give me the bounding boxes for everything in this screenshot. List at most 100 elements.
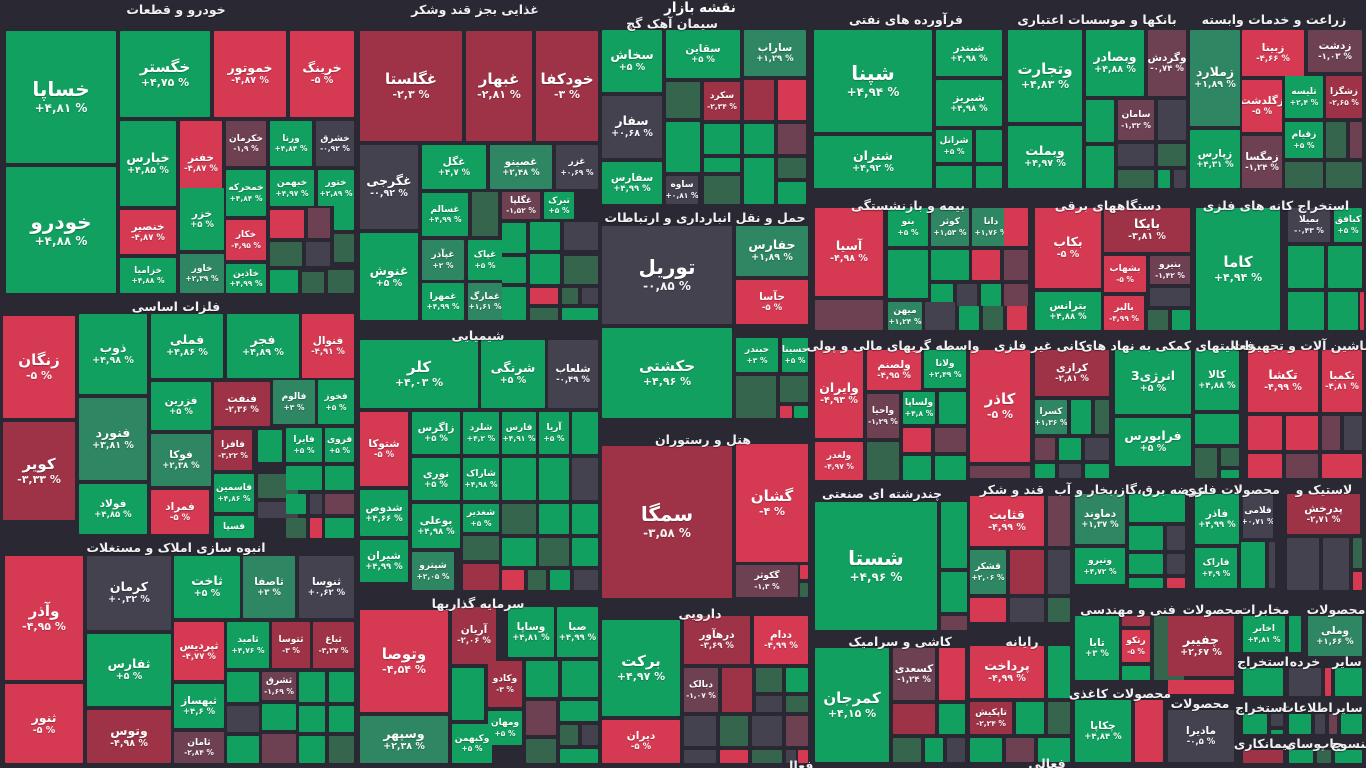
stock-tile[interactable]: حکشتی +۴,۹۶ % bbox=[602, 328, 732, 418]
stock-tile-small[interactable] bbox=[720, 750, 748, 763]
stock-tile[interactable]: غمارگ +۱,۶۱ % bbox=[468, 283, 502, 320]
stock-tile[interactable]: میهن +۱,۲۴ % bbox=[888, 302, 922, 330]
stock-tile-small[interactable] bbox=[1167, 554, 1185, 574]
stock-tile[interactable]: وکادو -۳ % bbox=[488, 661, 522, 707]
stock-tile-small[interactable] bbox=[1322, 416, 1340, 450]
stock-tile-small[interactable] bbox=[704, 124, 740, 154]
stock-tile-small[interactable] bbox=[1085, 438, 1109, 460]
stock-tile-small[interactable] bbox=[334, 234, 354, 262]
stock-tile-small[interactable] bbox=[903, 456, 931, 480]
stock-tile[interactable]: فارس +۴,۹۱ % bbox=[502, 412, 536, 454]
stock-tile-small[interactable] bbox=[1086, 146, 1114, 188]
stock-tile-small[interactable] bbox=[270, 210, 304, 238]
stock-tile[interactable]: ساوه +۰,۸۱ % bbox=[666, 176, 698, 204]
stock-tile-small[interactable] bbox=[704, 176, 740, 204]
stock-tile-small[interactable] bbox=[502, 570, 524, 590]
stock-tile[interactable]: فافزا -۳,۲۲ % bbox=[214, 430, 252, 470]
stock-tile-small[interactable] bbox=[308, 208, 330, 238]
stock-tile[interactable]: زقیام +۵ % bbox=[1285, 122, 1323, 158]
stock-tile-small[interactable] bbox=[1241, 542, 1265, 588]
stock-tile[interactable]: نوری +۵ % bbox=[412, 458, 460, 500]
stock-tile[interactable]: برکت +۴,۹۷ % bbox=[602, 620, 680, 716]
stock-tile-small[interactable] bbox=[526, 739, 556, 763]
stock-tile[interactable]: ثفارس +۵ % bbox=[87, 634, 171, 706]
stock-tile[interactable]: فخوز +۵ % bbox=[318, 380, 354, 424]
stock-tile[interactable]: فروی +۵ % bbox=[325, 428, 354, 462]
stock-tile[interactable]: شلرد +۴,۲ % bbox=[463, 412, 499, 454]
stock-tile[interactable]: ددام -۴,۹۹ % bbox=[754, 616, 808, 664]
stock-tile-small[interactable] bbox=[299, 736, 325, 763]
stock-tile[interactable]: سقاین +۵ % bbox=[666, 30, 740, 78]
stock-tile-small[interactable] bbox=[780, 376, 808, 402]
stock-tile[interactable]: کویر -۳,۳۳ % bbox=[3, 422, 75, 520]
stock-tile-small[interactable] bbox=[1328, 246, 1362, 288]
stock-tile[interactable]: فنورد +۳,۸۱ % bbox=[79, 398, 147, 480]
stock-tile-small[interactable] bbox=[582, 288, 598, 304]
stock-tile-small[interactable] bbox=[1167, 578, 1185, 588]
stock-tile-small[interactable] bbox=[1168, 680, 1234, 694]
stock-tile-small[interactable] bbox=[888, 250, 928, 298]
stock-tile-small[interactable] bbox=[1016, 702, 1044, 734]
stock-tile-small[interactable] bbox=[786, 750, 796, 763]
stock-tile-small[interactable] bbox=[957, 284, 977, 306]
stock-tile-small[interactable] bbox=[1048, 598, 1070, 622]
stock-tile[interactable]: خپارس +۴,۸۵ % bbox=[120, 121, 176, 206]
stock-tile-small[interactable] bbox=[1004, 284, 1028, 306]
stock-tile[interactable]: فاسمین +۴,۸۶ % bbox=[214, 474, 254, 512]
stock-tile-small[interactable] bbox=[1122, 616, 1150, 626]
stock-tile-small[interactable] bbox=[1248, 416, 1282, 450]
stock-tile-small[interactable] bbox=[1288, 292, 1324, 330]
stock-tile-small[interactable] bbox=[778, 182, 806, 204]
stock-tile[interactable]: فاذر +۴,۹۹ % bbox=[1195, 494, 1239, 544]
stock-tile-small[interactable] bbox=[302, 272, 324, 293]
stock-tile-small[interactable] bbox=[530, 254, 560, 284]
stock-tile[interactable]: خکرمان -۱,۹ % bbox=[226, 121, 266, 166]
stock-tile-small[interactable] bbox=[959, 306, 979, 330]
stock-tile[interactable]: بکاب -۵ % bbox=[1035, 208, 1101, 288]
stock-tile-small[interactable] bbox=[1158, 100, 1186, 140]
stock-tile-small[interactable] bbox=[1048, 646, 1070, 698]
stock-tile-small[interactable] bbox=[925, 302, 955, 330]
stock-tile-small[interactable] bbox=[939, 704, 965, 734]
stock-tile[interactable]: درهآور -۳,۶۹ % bbox=[684, 616, 750, 664]
stock-tile-small[interactable] bbox=[270, 242, 302, 266]
stock-tile-small[interactable] bbox=[1289, 714, 1311, 734]
stock-tile[interactable]: شتوکا -۵ % bbox=[360, 412, 408, 486]
stock-tile[interactable]: بالبر -۴,۹۹ % bbox=[1104, 296, 1144, 330]
stock-tile[interactable]: فاراک +۴,۹ % bbox=[1195, 548, 1237, 588]
stock-tile-small[interactable] bbox=[562, 661, 598, 697]
stock-tile-small[interactable] bbox=[684, 750, 716, 763]
stock-tile[interactable]: بنو +۵ % bbox=[888, 208, 928, 246]
stock-tile-small[interactable] bbox=[1271, 730, 1283, 734]
stock-tile-small[interactable] bbox=[972, 250, 1000, 280]
stock-tile-small[interactable] bbox=[299, 706, 325, 732]
stock-tile-small[interactable] bbox=[328, 270, 354, 293]
stock-tile[interactable]: فوکا +۲,۳۸ % bbox=[151, 434, 211, 486]
stock-tile-small[interactable] bbox=[1243, 714, 1267, 734]
stock-tile-small[interactable] bbox=[736, 376, 776, 418]
stock-tile[interactable]: شبندر +۴,۹۸ % bbox=[936, 30, 1002, 76]
stock-tile[interactable]: وتوصا -۴,۵۴ % bbox=[360, 610, 448, 712]
stock-tile[interactable]: وملی +۱,۶۶ % bbox=[1308, 616, 1362, 656]
stock-tile-small[interactable] bbox=[1344, 416, 1362, 450]
stock-tile[interactable]: کسرا +۱,۳۶ % bbox=[1035, 400, 1067, 434]
stock-tile[interactable]: بترانس +۴,۸۸ % bbox=[1035, 292, 1101, 330]
stock-tile[interactable]: حسینا +۵ % bbox=[782, 338, 808, 372]
stock-tile-small[interactable] bbox=[329, 672, 354, 702]
stock-tile-small[interactable] bbox=[550, 570, 570, 590]
stock-tile-small[interactable] bbox=[1048, 496, 1070, 546]
stock-tile-small[interactable] bbox=[325, 518, 354, 538]
stock-tile[interactable]: چفیبر +۲,۶۷ % bbox=[1168, 616, 1234, 676]
stock-tile-small[interactable] bbox=[286, 494, 306, 514]
stock-tile[interactable]: ثبهساز +۴,۶ % bbox=[174, 684, 224, 728]
stock-tile-small[interactable] bbox=[981, 284, 1001, 306]
stock-tile-small[interactable] bbox=[227, 736, 259, 763]
stock-tile[interactable]: مادیرا -۰,۵ % bbox=[1168, 710, 1234, 762]
stock-tile-small[interactable] bbox=[983, 306, 1003, 330]
stock-tile-small[interactable] bbox=[560, 725, 578, 745]
stock-tile[interactable]: زدشت -۱,۰۳ % bbox=[1308, 30, 1362, 72]
stock-tile[interactable]: تلیسه +۲,۴ % bbox=[1285, 76, 1323, 118]
stock-tile-small[interactable] bbox=[666, 122, 700, 172]
stock-tile[interactable]: شستا +۴,۹۶ % bbox=[815, 502, 937, 630]
stock-tile[interactable]: گشان -۴ % bbox=[736, 444, 808, 562]
